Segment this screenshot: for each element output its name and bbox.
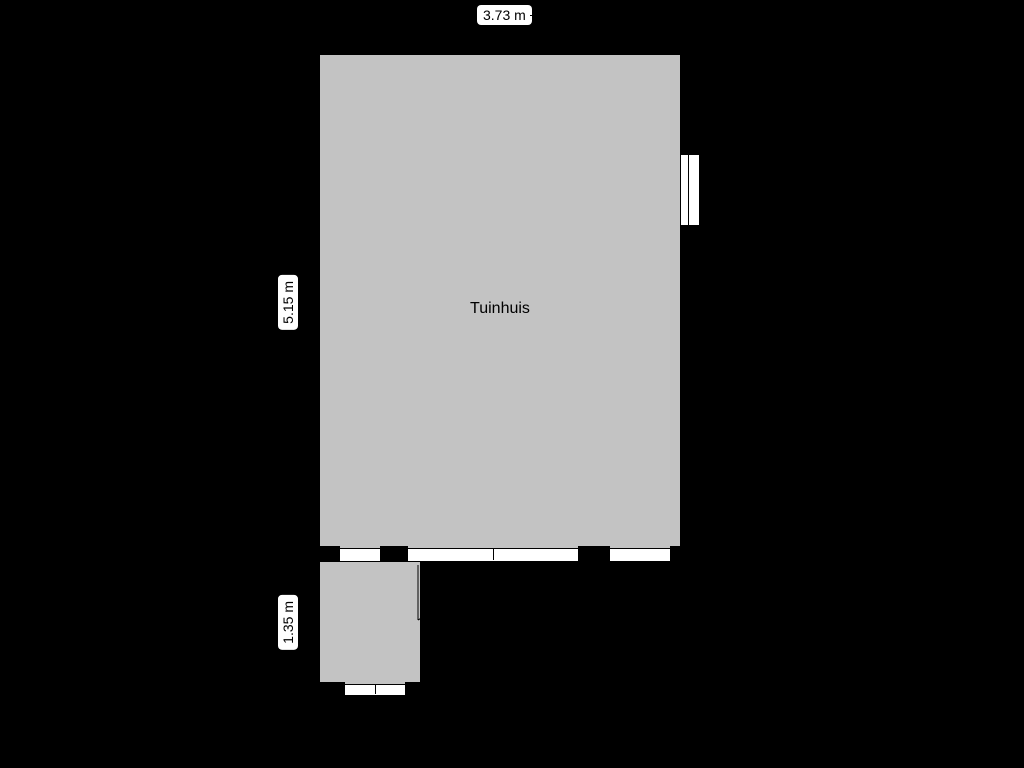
dim-top: 3.73 m <box>477 5 532 25</box>
door-swing-icon <box>408 565 478 635</box>
dim-left-line-top <box>289 246 290 272</box>
window-right <box>680 155 700 225</box>
dim-small-line-bot <box>289 652 290 674</box>
room-main-label: Tuinhuis <box>400 300 600 318</box>
dim-top-line-left <box>448 15 474 16</box>
dim-small-line-top <box>289 570 290 592</box>
room-small <box>320 555 420 690</box>
dim-small: 1.35 m <box>278 595 298 650</box>
window-right-mullion <box>688 155 689 225</box>
dim-left-line-bot <box>289 334 290 360</box>
window-bottom-1 <box>340 548 380 562</box>
window-bottom-3 <box>610 548 670 562</box>
pier-4 <box>670 546 680 562</box>
window-small-bottom-mullion <box>375 684 376 694</box>
dim-left: 5.15 m <box>278 275 298 330</box>
pier-small-right <box>405 682 420 696</box>
dim-top-line-right <box>530 15 556 16</box>
pier-small-left <box>320 682 345 696</box>
pier-3 <box>578 546 610 562</box>
pier-2 <box>380 546 408 562</box>
pier-1 <box>320 546 340 562</box>
window-bottom-2-mullion <box>493 548 494 560</box>
floorplan-canvas: Tuinhuis 3.73 m 5.15 m 1.35 m <box>0 0 1024 768</box>
